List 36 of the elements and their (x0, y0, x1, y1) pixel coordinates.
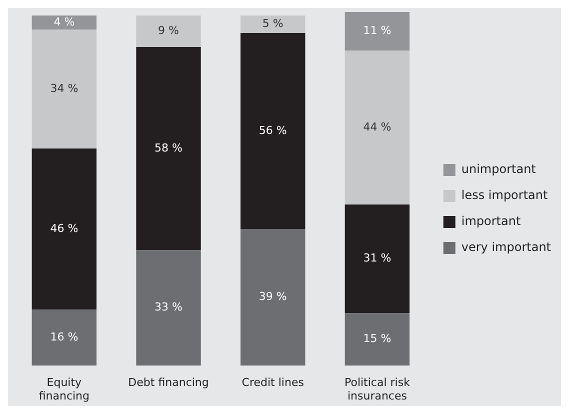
bar (344, 50, 410, 205)
data-label: 4 % (54, 15, 75, 28)
bar (32, 16, 97, 30)
x-tick-label: Credit lines (242, 376, 304, 390)
data-label: 44 % (363, 120, 392, 134)
bar (136, 47, 201, 250)
bar (240, 16, 306, 34)
data-label: 33 % (154, 300, 182, 314)
bar (240, 229, 306, 366)
bar (136, 16, 201, 48)
data-label: 31 % (363, 252, 392, 265)
data-label: 11 % (363, 24, 392, 38)
bar (32, 30, 97, 149)
data-label: 16 % (50, 330, 78, 344)
bar (136, 250, 201, 366)
data-label: 5 % (262, 17, 284, 30)
x-tick-label: Equity financing (38, 376, 90, 402)
x-tick-label: Debt financing (128, 376, 209, 390)
data-label: 56 % (258, 124, 287, 137)
bar (344, 12, 410, 51)
bar (344, 204, 410, 314)
legend-label: very important (461, 240, 552, 254)
legend-label: less important (461, 188, 548, 202)
bar (32, 148, 97, 310)
x-tick-label: Political risk insurances (344, 376, 411, 402)
bar (240, 33, 306, 230)
data-label: 34 % (50, 82, 78, 95)
data-label: 39 % (258, 290, 287, 304)
bar (32, 310, 97, 366)
legend-label: unimportant (461, 162, 536, 176)
bar (344, 313, 410, 366)
data-label: 58 % (154, 141, 182, 154)
legend-label: important (461, 214, 521, 228)
data-label: 46 % (50, 222, 78, 235)
data-label: 9 % (158, 24, 179, 38)
data-label: 15 % (363, 332, 392, 346)
